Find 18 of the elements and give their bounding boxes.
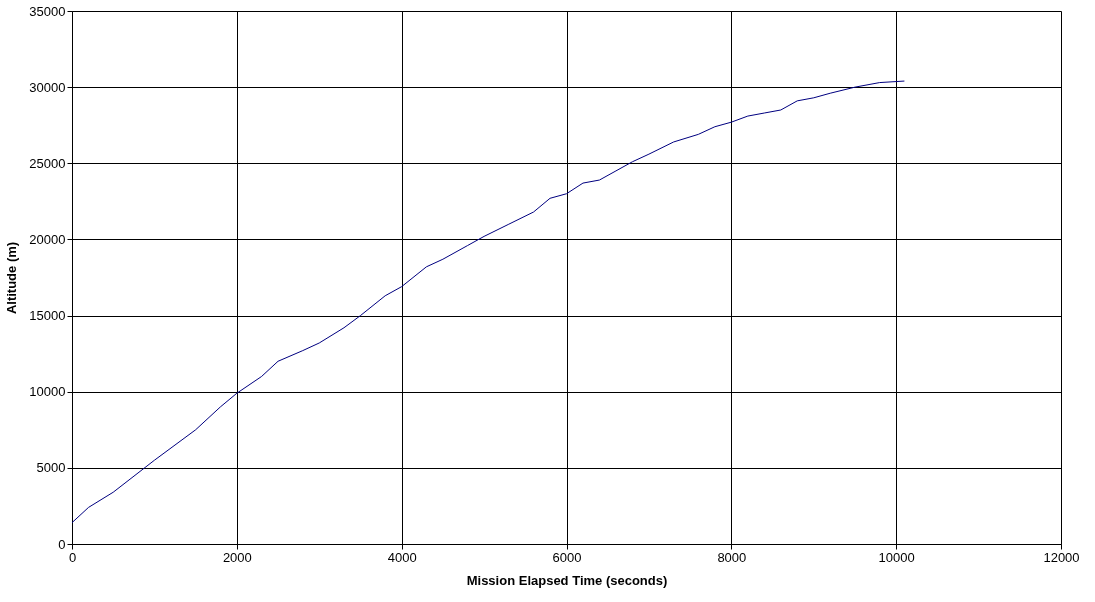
y-tick-label: 0 (58, 536, 66, 552)
y-tick-label: 20000 (29, 231, 66, 247)
y-tick-label: 15000 (29, 308, 66, 324)
x-tick-label: 6000 (552, 549, 582, 565)
y-tick-label: 30000 (29, 79, 66, 95)
y-tick-label: 35000 (29, 3, 66, 19)
x-tick-label: 0 (68, 549, 77, 565)
y-tick-label: 10000 (29, 384, 66, 400)
line-series (71, 80, 905, 524)
x-tick-label: 8000 (717, 549, 747, 565)
y-axis-title: Altitude (m) (4, 241, 20, 315)
x-tick-label: 12000 (1043, 549, 1080, 565)
y-tick-label: 5000 (36, 460, 66, 476)
x-tick-label: 10000 (878, 549, 915, 565)
y-tick-label: 25000 (29, 155, 66, 171)
x-tick-label: 4000 (387, 549, 417, 565)
x-axis-title: Mission Elapsed Time (seconds) (466, 572, 668, 588)
x-tick-label: 2000 (222, 549, 252, 565)
